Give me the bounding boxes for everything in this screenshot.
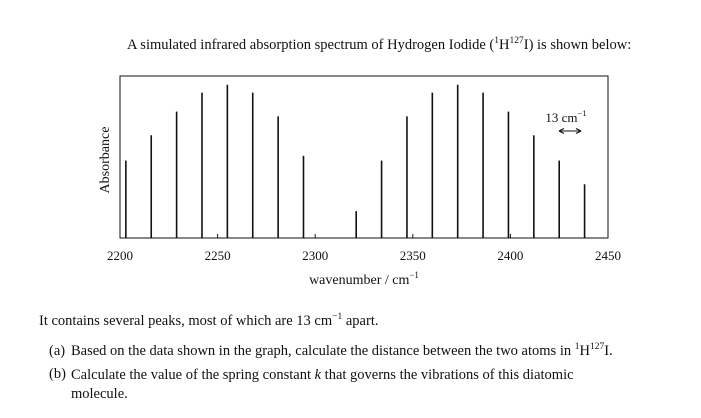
paragraph-text: It contains several peaks, most of which… — [39, 313, 333, 329]
x-tick-label-2350: 2350 — [400, 248, 426, 263]
y-axis-label: Absorbance — [98, 127, 113, 194]
paragraph-text-end: apart. — [342, 313, 379, 329]
spacing-annotation-label: 13 cm−1 — [545, 108, 586, 125]
arrowheads-icon — [558, 128, 582, 134]
x-tick-label-2250: 2250 — [205, 248, 231, 263]
peak-group — [125, 84, 586, 238]
question-b-text-start: Calculate the value of the spring consta… — [71, 367, 315, 383]
intro-hydrogen-symbol: H — [499, 37, 510, 53]
intro-text-start: A simulated infrared absorption spectrum… — [127, 37, 495, 53]
x-tick-label-2300: 2300 — [302, 248, 328, 263]
x-tick-label-2200: 2200 — [107, 248, 133, 263]
question-a-text: Based on the data shown in the graph, ca… — [71, 342, 613, 359]
spacing-annotation: 13 cm−1 — [545, 108, 587, 134]
plot-frame — [119, 75, 609, 239]
intro-text-end: I) is shown below: — [523, 37, 632, 53]
intro-sentence: A simulated infrared absorption spectrum… — [127, 36, 697, 54]
question-b-text: Calculate the value of the spring consta… — [71, 366, 686, 385]
intro-superscript-mass-1: 1 — [494, 36, 499, 46]
question-a-superscript-127: 127 — [589, 342, 605, 352]
x-axis-label: wavenumber / cm−1 — [309, 270, 419, 288]
x-tick-label-2400: 2400 — [497, 248, 523, 263]
question-a-text-start: Based on the data shown in the graph, ca… — [71, 343, 575, 359]
x-tick-label-2450: 2450 — [595, 248, 621, 263]
paragraph-unit-superscript: −1 — [332, 312, 343, 322]
question-a-superscript-1: 1 — [574, 342, 580, 352]
question-a: (a) Based on the data shown in the graph,… — [49, 342, 613, 360]
question-b-text-end: that governs the vibrations of this diat… — [321, 367, 574, 383]
x-axis-ticks: 2200 2250 2300 2350 2400 2450 — [107, 234, 621, 263]
spring-constant-symbol: k — [314, 367, 322, 383]
intro-superscript-mass-127: 127 — [509, 36, 524, 46]
question-a-label: (a) — [49, 343, 66, 359]
question-b-tail: molecule. — [71, 386, 128, 402]
question-a-text-end: I. — [604, 343, 613, 359]
question-b: (b) Calculate the value of the spring con… — [49, 366, 689, 404]
question-a-hydrogen-symbol: H — [579, 343, 590, 359]
question-b-label: (b) — [49, 366, 66, 382]
spacing-paragraph: It contains several peaks, most of which… — [39, 312, 379, 330]
